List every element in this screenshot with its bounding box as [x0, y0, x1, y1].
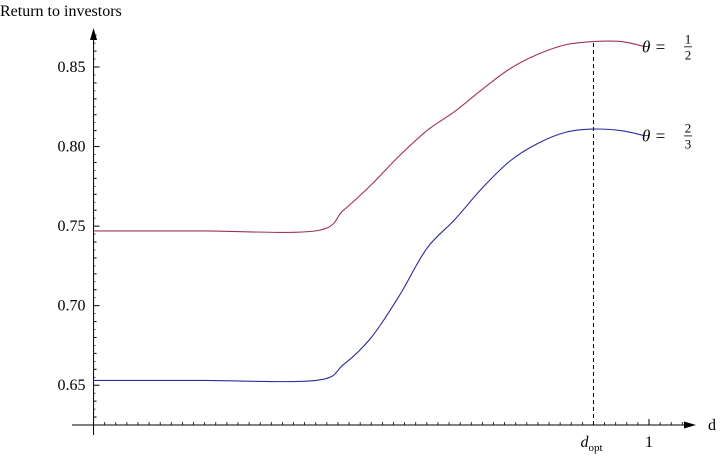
series-line-theta-1-2: [93, 40, 644, 233]
series-line-theta-2-3: [93, 128, 644, 383]
y-axis-title: Return to investors: [0, 3, 122, 20]
x-axis-arrow: [684, 421, 696, 429]
y-axis-arrow: [90, 28, 98, 40]
x-tick-label-d-opt: dopt: [580, 434, 602, 454]
y-tick-label: 0.80: [58, 139, 86, 156]
series-label-numerator: 2: [685, 120, 692, 135]
plot-area: [93, 40, 644, 383]
y-tick-label: 0.75: [58, 218, 86, 235]
x-axis-title: d: [708, 417, 716, 434]
y-tick-label: 0.85: [58, 59, 86, 76]
series-label: θ =: [642, 37, 666, 56]
x-tick-label: 1: [645, 434, 653, 451]
x-tick-label-base: d: [580, 434, 589, 451]
y-tick-label: 0.65: [58, 377, 86, 394]
series-label-denominator: 3: [685, 136, 692, 151]
y-tick-label: 0.70: [58, 298, 86, 315]
series-label-numerator: 1: [685, 31, 692, 46]
series-label: θ =: [642, 126, 666, 145]
series-label-denominator: 2: [685, 47, 692, 62]
axes: [72, 28, 696, 435]
x-tick-label-subscript: opt: [588, 442, 602, 454]
